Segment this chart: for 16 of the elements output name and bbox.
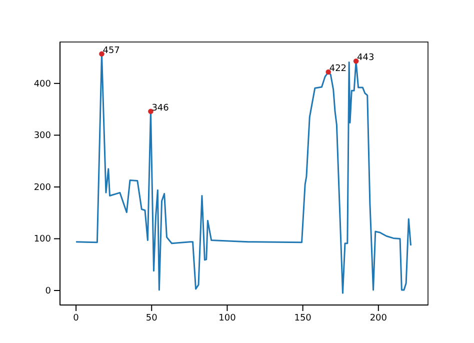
- y-tick-label: 300: [34, 131, 52, 142]
- x-tick-label: 200: [370, 313, 388, 324]
- y-tick-label: 0: [45, 286, 52, 296]
- point: [148, 108, 154, 114]
- point: [353, 58, 359, 64]
- x-tick-label: 0: [73, 313, 80, 324]
- data-label: 443: [357, 53, 374, 64]
- data-label: 457: [102, 46, 120, 56]
- data-label: 346: [152, 103, 170, 114]
- x-tick-label: 150: [294, 313, 312, 324]
- y-tick-label: 200: [34, 182, 52, 193]
- x-tick-label: 100: [218, 313, 236, 324]
- y-tick-label: 400: [34, 79, 52, 90]
- x-tick-label: 50: [146, 313, 158, 324]
- y-tick-label: 100: [34, 234, 52, 245]
- data-label: 422: [329, 64, 347, 74]
